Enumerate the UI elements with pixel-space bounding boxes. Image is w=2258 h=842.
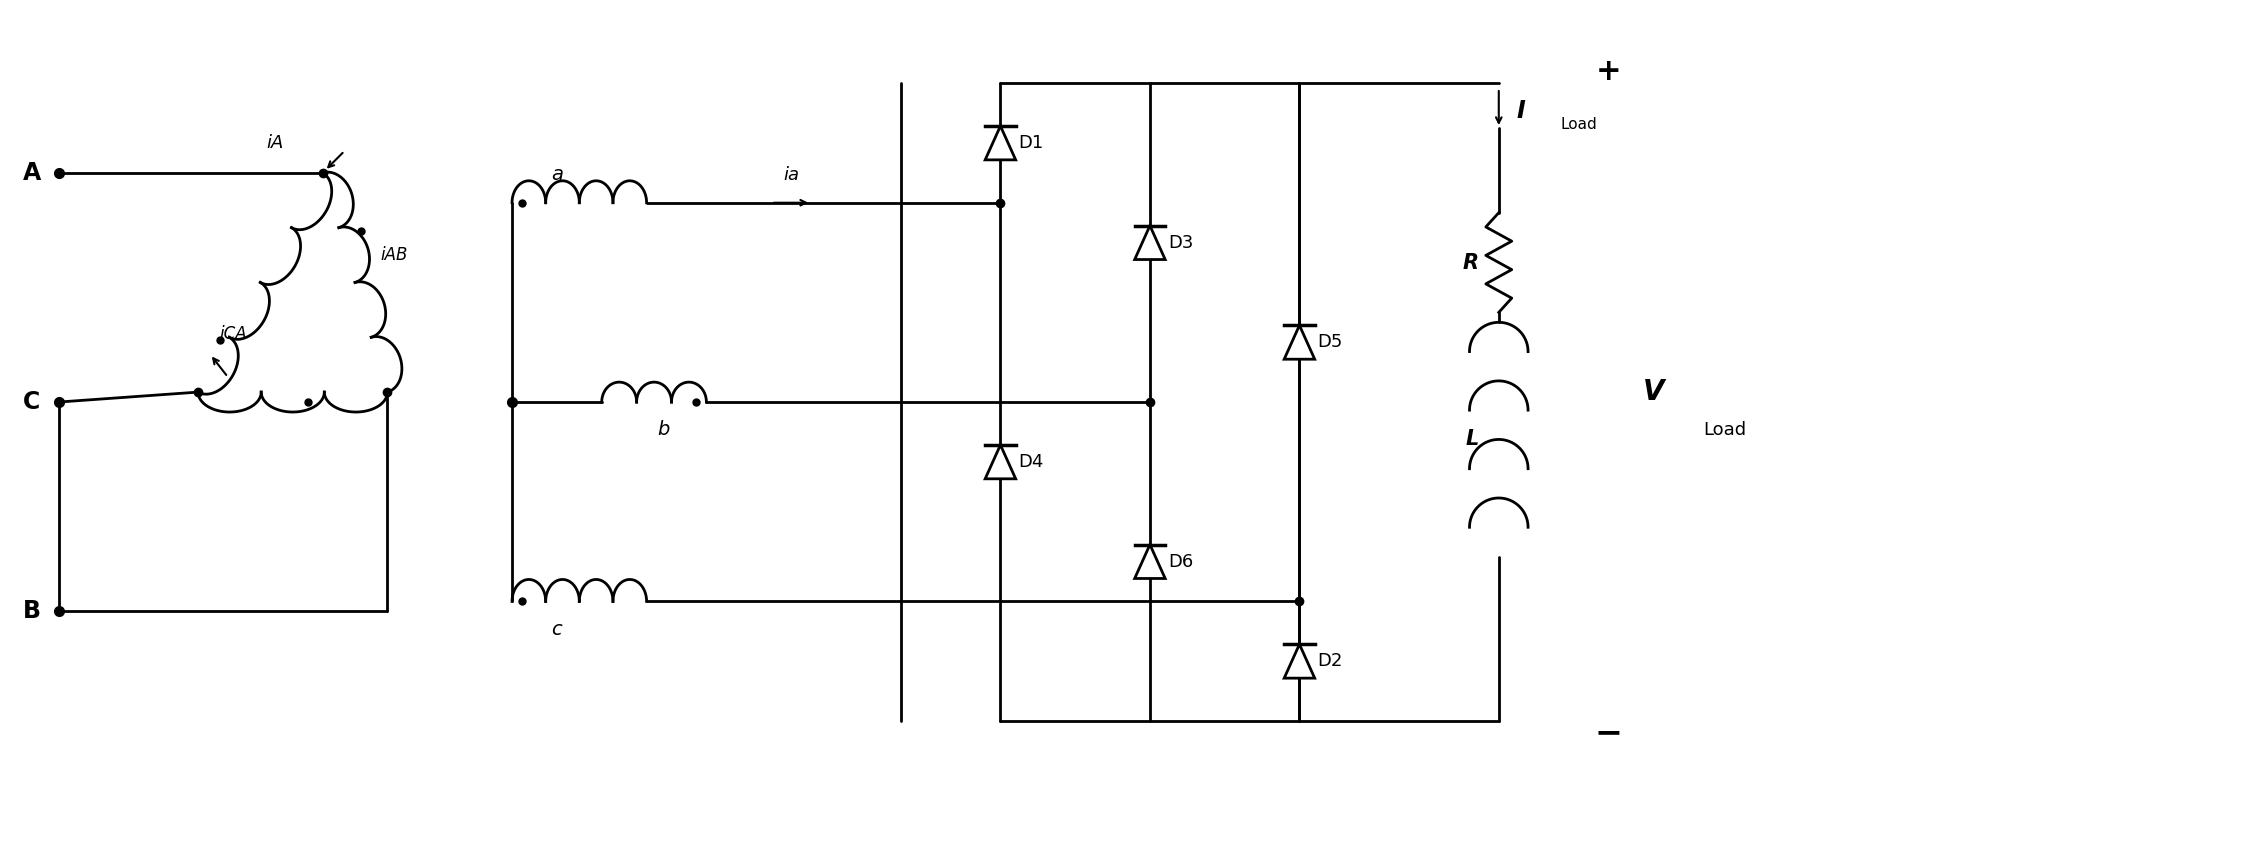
Text: D2: D2	[1316, 653, 1344, 670]
Polygon shape	[1285, 644, 1314, 678]
Polygon shape	[984, 445, 1016, 479]
Polygon shape	[1136, 545, 1165, 578]
Text: +: +	[1596, 56, 1621, 86]
Text: A: A	[23, 161, 41, 185]
Text: V: V	[1644, 378, 1664, 406]
Text: B: B	[23, 600, 41, 623]
Text: Load: Load	[1560, 118, 1596, 132]
Text: D5: D5	[1316, 333, 1344, 351]
Text: iA: iA	[266, 134, 285, 152]
Text: D4: D4	[1018, 453, 1043, 471]
Text: Load: Load	[1703, 421, 1745, 439]
Polygon shape	[984, 126, 1016, 160]
Text: c: c	[551, 620, 562, 639]
Text: L: L	[1465, 429, 1479, 450]
Polygon shape	[1285, 325, 1314, 360]
Text: b: b	[657, 420, 671, 440]
Text: a: a	[551, 165, 562, 184]
Text: R: R	[1463, 253, 1479, 273]
Text: iAB: iAB	[382, 246, 409, 264]
Text: iCA: iCA	[219, 325, 246, 344]
Text: C: C	[23, 390, 41, 414]
Text: −: −	[1594, 717, 1624, 749]
Text: ia: ia	[784, 166, 799, 184]
Text: D3: D3	[1167, 233, 1192, 252]
Text: I: I	[1517, 99, 1526, 123]
Text: D1: D1	[1018, 134, 1043, 152]
Text: D6: D6	[1167, 552, 1192, 571]
Polygon shape	[1136, 226, 1165, 259]
